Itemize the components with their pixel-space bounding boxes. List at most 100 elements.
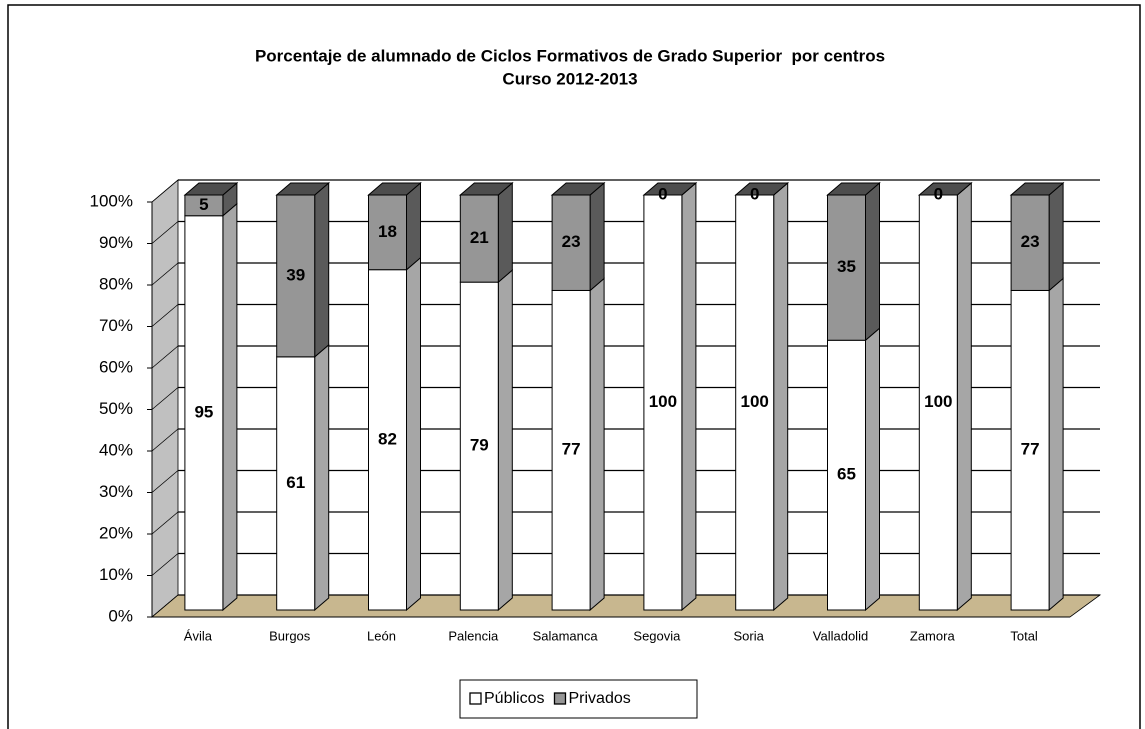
data-label: 0 xyxy=(750,184,759,203)
bar xyxy=(827,339,866,611)
data-label: 61 xyxy=(286,473,305,492)
y-tick-label: 0% xyxy=(108,606,133,625)
x-tick-label: Total xyxy=(1010,628,1038,643)
bar-segment xyxy=(183,181,239,217)
bar xyxy=(459,194,499,283)
grid-line-side xyxy=(151,511,179,535)
grid-line-side xyxy=(151,179,179,203)
x-tick-label: Zamora xyxy=(910,628,956,643)
data-label: 100 xyxy=(649,392,677,411)
bar-top xyxy=(642,182,698,196)
bar-side xyxy=(497,269,513,612)
bar xyxy=(368,194,407,271)
data-label: 35 xyxy=(837,257,856,276)
data-label: 95 xyxy=(194,402,213,421)
data-label: 18 xyxy=(378,222,397,241)
bar-segment xyxy=(550,181,606,292)
y-tick-label: 20% xyxy=(99,523,133,542)
bar-segment xyxy=(918,181,972,612)
bar-top xyxy=(367,182,422,196)
bar-side xyxy=(589,277,605,612)
y-tick-label: 50% xyxy=(99,399,133,418)
bar-top xyxy=(917,182,973,196)
bar-segment xyxy=(367,181,422,271)
bar xyxy=(551,289,591,611)
y-tick-label: 40% xyxy=(99,440,133,459)
grid-line-side xyxy=(151,553,179,576)
data-label: 39 xyxy=(286,265,305,284)
legend-label: Públicos xyxy=(484,690,544,707)
bar xyxy=(827,194,866,341)
x-tick-label: Palencia xyxy=(448,628,499,643)
x-tick-label: Burgos xyxy=(269,628,311,643)
bar-side xyxy=(773,181,789,612)
y-tick-label: 80% xyxy=(99,274,133,293)
data-label: 23 xyxy=(1021,232,1040,251)
data-label: 65 xyxy=(837,465,856,484)
legend-box xyxy=(459,679,698,719)
data-label: 0 xyxy=(658,184,667,203)
bar-segment xyxy=(459,269,513,612)
bar-side xyxy=(956,181,972,612)
data-label: 5 xyxy=(199,195,208,214)
bar-segment xyxy=(826,181,881,342)
bar xyxy=(1010,194,1050,291)
bar-segment xyxy=(184,202,238,612)
data-label: 21 xyxy=(470,228,489,247)
bar-segment xyxy=(276,343,330,612)
data-label: 82 xyxy=(378,429,397,448)
bar-segment xyxy=(917,182,973,196)
chart-subtitle: Curso 2012-2013 xyxy=(502,69,637,88)
x-tick-label: Ávila xyxy=(184,628,213,643)
bar-segment xyxy=(1009,181,1065,292)
x-tick-label: Salamanca xyxy=(533,628,599,643)
bar-top xyxy=(826,182,881,196)
x-tick-label: Valladolid xyxy=(813,628,868,643)
chart-title: Porcentaje de alumnado de Ciclos Formati… xyxy=(255,46,885,65)
data-label: 0 xyxy=(934,184,943,203)
y-tick-label: 100% xyxy=(90,191,133,210)
bar-segment xyxy=(275,181,331,358)
bar xyxy=(918,194,958,611)
data-label: 79 xyxy=(470,436,489,455)
bar-side xyxy=(222,202,238,612)
y-tick-label: 70% xyxy=(99,316,133,335)
y-tick-label: 90% xyxy=(99,233,133,252)
bar-top xyxy=(275,182,331,196)
bar-segment xyxy=(458,181,514,284)
bar-top xyxy=(550,182,606,196)
bar-side xyxy=(406,181,421,271)
grid-line-side xyxy=(151,345,179,369)
bar-side xyxy=(314,181,330,358)
x-tick-label: Soria xyxy=(734,628,765,643)
bar xyxy=(735,194,775,611)
chart-border xyxy=(7,4,1141,729)
y-tick-label: 30% xyxy=(99,482,133,501)
bar-top xyxy=(458,182,514,196)
bar xyxy=(276,194,316,358)
grid-line-side xyxy=(151,387,179,410)
y-tick-label: 60% xyxy=(99,357,133,376)
data-label: 23 xyxy=(562,232,581,251)
bar xyxy=(276,356,316,611)
legend-swatch xyxy=(469,692,482,705)
bar-side xyxy=(589,181,605,292)
bar-segment xyxy=(734,182,790,196)
y-tick-label: 10% xyxy=(99,565,133,584)
data-label: 77 xyxy=(1021,440,1040,459)
bar-side xyxy=(314,343,330,612)
grid-line-side xyxy=(151,262,179,286)
legend-swatch xyxy=(553,692,567,705)
bar-top xyxy=(183,182,239,196)
legend: Públicos Privados xyxy=(459,679,698,719)
bar-segment xyxy=(827,327,880,612)
bar-top xyxy=(1009,182,1065,196)
grid-line-side xyxy=(151,428,179,452)
bar-segment xyxy=(735,181,789,612)
bar xyxy=(551,194,591,291)
bar xyxy=(459,281,499,611)
bar-side xyxy=(681,181,697,612)
bar-side xyxy=(1048,277,1064,612)
grid-line-side xyxy=(151,221,179,244)
data-label: 100 xyxy=(924,392,952,411)
